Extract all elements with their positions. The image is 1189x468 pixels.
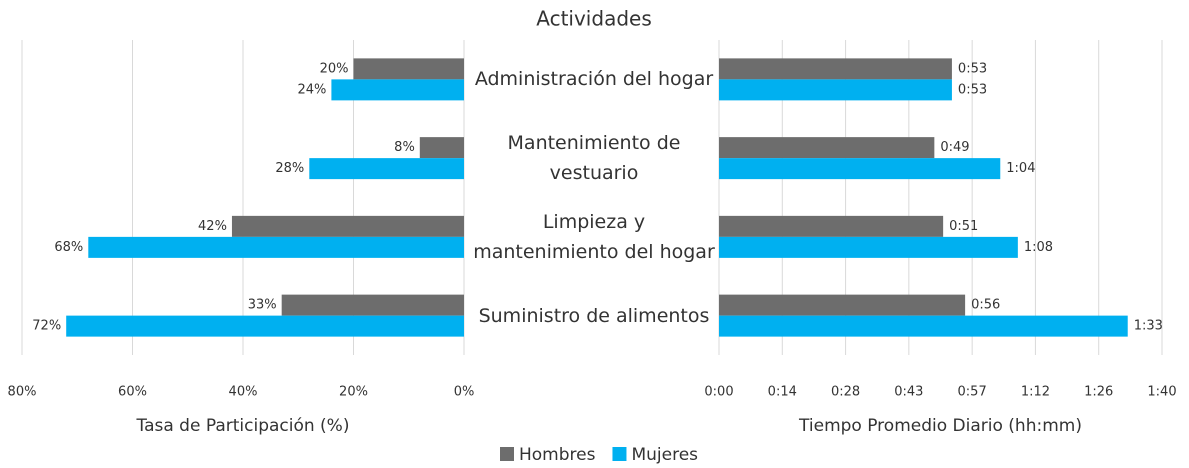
legend-label: Mujeres <box>631 445 698 465</box>
category-label: Suministro de alimentos <box>478 304 710 327</box>
data-label: 8% <box>394 140 415 155</box>
bar <box>719 79 952 101</box>
data-label: 24% <box>297 82 326 97</box>
legend-label: Hombres <box>519 445 596 465</box>
data-label: 1:08 <box>1024 240 1053 255</box>
bar <box>719 315 1128 337</box>
bar <box>719 158 1001 180</box>
x-tick-label: 1:12 <box>1021 385 1050 400</box>
category-label: Limpieza y mantenimiento del hogar <box>473 210 715 263</box>
x-tick-label: 60% <box>118 385 147 400</box>
bar <box>309 158 464 180</box>
x-tick-label: 80% <box>8 385 37 400</box>
bar <box>719 58 952 80</box>
data-label: 0:56 <box>971 298 1000 313</box>
x-tick-label: 1:40 <box>1147 385 1176 400</box>
x-tick-label: 0:43 <box>894 385 923 400</box>
x-tick-label: 0:14 <box>768 385 797 400</box>
x-tick-label: 20% <box>339 385 368 400</box>
bar <box>231 215 464 237</box>
bar <box>719 137 935 159</box>
bar <box>353 58 464 80</box>
data-label: 0:53 <box>958 61 987 76</box>
bar <box>719 294 966 316</box>
data-label: 68% <box>54 240 83 255</box>
bar <box>66 315 464 337</box>
x-tick-label: 0:57 <box>958 385 987 400</box>
data-label: 0:53 <box>958 82 987 97</box>
x-axis-label: Tiempo Promedio Diario (hh:mm) <box>798 416 1082 436</box>
bar <box>719 236 1018 258</box>
bar <box>419 137 464 159</box>
data-label: 72% <box>32 319 61 334</box>
data-label: 42% <box>198 219 227 234</box>
chart-title: Actividades <box>536 7 652 31</box>
data-label: 0:49 <box>940 140 969 155</box>
category-label: Mantenimiento de vestuario <box>507 132 681 185</box>
data-label: 20% <box>320 61 349 76</box>
bar <box>719 215 944 237</box>
data-label: 1:33 <box>1134 319 1163 334</box>
bar <box>331 79 464 101</box>
x-tick-label: 40% <box>229 385 258 400</box>
data-label: 33% <box>248 298 277 313</box>
x-axis-label: Tasa de Participación (%) <box>136 416 350 436</box>
x-tick-label: 1:26 <box>1084 385 1113 400</box>
category-label: Administración del hogar <box>474 68 714 91</box>
legend-swatch <box>500 447 514 461</box>
bar <box>281 294 464 316</box>
x-tick-label: 0% <box>454 385 475 400</box>
x-tick-label: 0:28 <box>831 385 860 400</box>
x-tick-label: 0:00 <box>704 385 733 400</box>
legend-swatch <box>612 447 627 461</box>
data-label: 0:51 <box>949 219 978 234</box>
bar <box>88 236 465 258</box>
data-label: 1:04 <box>1006 161 1035 176</box>
data-label: 28% <box>275 161 304 176</box>
